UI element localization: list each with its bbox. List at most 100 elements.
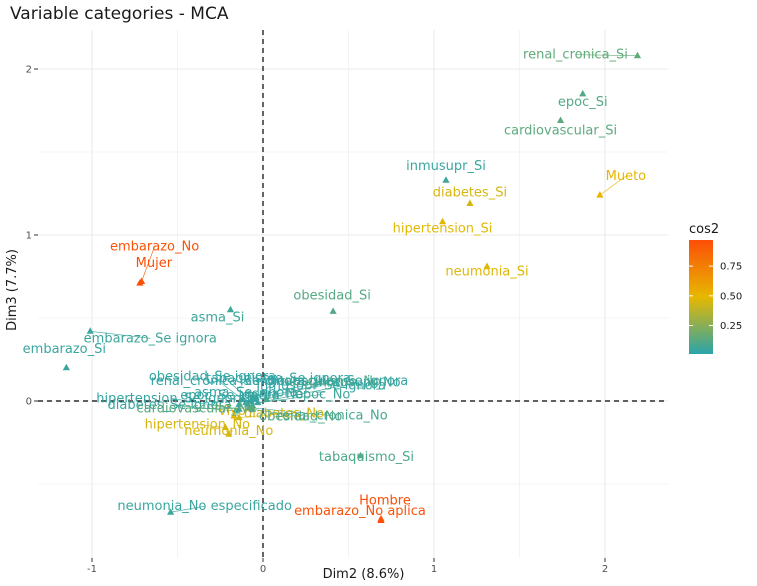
y-tick-label: 2 — [26, 65, 32, 76]
category-point-marker — [247, 403, 255, 411]
label-leader-line — [254, 378, 279, 400]
x-tick-label: 0 — [260, 564, 266, 575]
label-leader-line — [197, 424, 226, 428]
category-point-group: cardiovascular_Se ignora — [245, 374, 408, 399]
plot-panel: renal_cronica_Si epoc_Si cardiovascular_Si… — [23, 30, 668, 558]
label-leader-line — [196, 407, 252, 409]
category-point-marker — [377, 514, 385, 522]
category-point-group: epoc_Si — [558, 89, 608, 110]
category-point-marker — [262, 395, 271, 402]
category-point-label: cardiovascular_Se ignora — [245, 374, 408, 389]
category-point-marker — [442, 176, 450, 183]
label-leader-line — [599, 175, 627, 196]
category-point-label: diabetes_Si — [433, 185, 507, 200]
y-tick-label: 0 — [26, 397, 32, 408]
category-point-marker — [225, 430, 233, 437]
category-point-label: tabaquismo_Si — [319, 450, 414, 465]
category-point-marker — [232, 406, 240, 414]
category-point-marker — [556, 116, 565, 123]
category-point-marker — [62, 363, 70, 371]
label-leader-line — [169, 404, 236, 412]
category-point-label: diabetes_Se ignora — [108, 398, 232, 413]
category-point-group: diabetes_Se ignora — [108, 398, 240, 414]
category-point-label: neumonia_Si — [445, 265, 528, 280]
category-point-label: embarazo_No aplica — [294, 504, 426, 519]
category-point-marker — [235, 413, 243, 421]
category-point-label: embarazo_Se ignora — [84, 331, 217, 346]
category-point-group: obesidad_Se ignora — [149, 369, 276, 402]
category-point-marker — [356, 451, 365, 459]
x-tick-label: 2 — [602, 564, 608, 575]
category-point-group: cardiovascular_Si — [504, 116, 617, 138]
category-point-group: Mueto — [596, 169, 646, 198]
category-point-group: tabaquismo_Se ignora — [206, 371, 351, 402]
legend-colorbar — [689, 240, 713, 354]
label-leader-line — [141, 246, 155, 282]
category-point-label: hipertension_Si — [393, 222, 493, 237]
category-point-group: obesidad_Si — [293, 288, 371, 314]
category-point-group: renal_cronica_Si — [523, 48, 642, 63]
category-point-group: neumonia_No especificado — [117, 499, 292, 515]
category-point-label: renal_cronica_Se ignora — [151, 374, 306, 389]
category-point-group: hipertension_Se ignora — [96, 391, 246, 412]
category-point-marker — [221, 423, 229, 431]
category-point-group: inmusupr_Si — [406, 159, 486, 183]
category-point-group: tabaquismo_No — [262, 374, 381, 402]
label-leader-line — [575, 54, 638, 57]
x-tick-label: 1 — [431, 564, 437, 575]
category-point-label: asma_No — [244, 387, 304, 402]
label-leader-line — [252, 380, 327, 397]
y-axis-title: Dim3 (7.7%) — [5, 249, 20, 331]
category-point-label: asma_Se ignora — [194, 386, 298, 401]
category-point-label: embarazo_Si — [23, 342, 106, 357]
legend-tick-label: 0.75 — [720, 262, 742, 273]
category-point-label: Hombre — [359, 494, 411, 509]
category-point-marker — [235, 405, 243, 412]
category-point-label: tabaquismo_Se ignora — [206, 371, 351, 386]
category-point-group: Mujer — [136, 256, 173, 286]
category-point-group: hipertension_No — [145, 418, 251, 433]
category-point-marker — [596, 191, 604, 198]
category-point-marker — [238, 395, 247, 402]
y-tick-label: 1 — [26, 231, 32, 242]
category-point-marker — [136, 279, 144, 286]
label-leader-line — [266, 381, 331, 400]
category-point-label: hipertension_Se ignora — [96, 391, 246, 406]
category-point-label: epoc_Si — [558, 95, 608, 110]
category-point-label: inmusupr_Se ignora — [256, 379, 386, 394]
category-point-label: neumonia_No especificado — [117, 499, 292, 514]
category-point-label: cardiovascular_Si — [504, 123, 617, 138]
category-point-group: neumonia_No — [184, 424, 273, 439]
label-leader-line — [247, 394, 323, 405]
label-leader-line — [249, 407, 333, 416]
category-point-marker — [633, 51, 642, 59]
legend-tick-label: 0.50 — [720, 291, 742, 302]
category-point-label: obesidad_Si — [293, 288, 370, 303]
legend-title: cos2 — [689, 222, 719, 237]
category-point-group: embarazo_No — [110, 239, 199, 284]
chart-title: Variable categories - MCA — [10, 4, 229, 24]
category-point-label: hipertension_No — [145, 418, 251, 433]
category-point-marker — [254, 398, 262, 406]
category-point-marker — [329, 307, 337, 314]
category-point-label: obesidad_No — [259, 409, 342, 424]
x-tick-label: -1 — [87, 564, 97, 575]
category-point-label: inmusupr_Si — [406, 159, 486, 174]
category-point-group: embarazo_No aplica — [294, 504, 426, 522]
label-leader-line — [171, 398, 240, 410]
category-point-marker — [247, 397, 255, 404]
category-point-marker — [483, 262, 491, 270]
x-axis-title: Dim2 (8.6%) — [323, 567, 405, 582]
category-point-group: diabetes_Si — [433, 185, 507, 206]
category-point-group: cardiovascular_No — [137, 402, 256, 417]
category-point-label: embarazo_No — [110, 239, 199, 254]
category-point-label: Mujer — [136, 256, 173, 271]
category-point-group: asma_Si — [191, 305, 244, 326]
label-leader-line — [252, 409, 301, 417]
category-point-label: neumonia_No — [184, 424, 273, 439]
legend-tick-label: 0.25 — [720, 321, 742, 332]
category-point-label: Mueto — [606, 169, 647, 184]
label-leader-line — [212, 376, 243, 400]
category-point-marker — [466, 199, 474, 206]
category-point-group: neumonia_Si — [445, 262, 529, 280]
